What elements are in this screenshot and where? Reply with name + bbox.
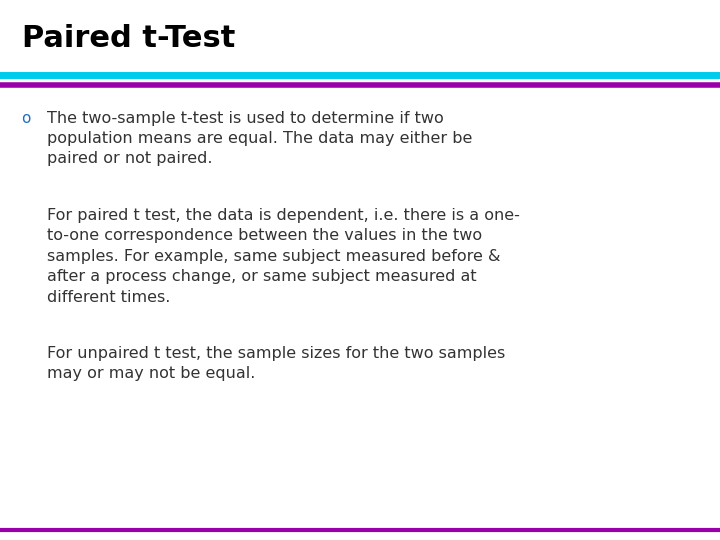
Text: The two-sample t-test is used to determine if two
population means are equal. Th: The two-sample t-test is used to determi… xyxy=(47,111,472,166)
Text: For paired t test, the data is dependent, i.e. there is a one-
to-one correspond: For paired t test, the data is dependent… xyxy=(47,208,520,305)
Text: For unpaired t test, the sample sizes for the two samples
may or may not be equa: For unpaired t test, the sample sizes fo… xyxy=(47,346,505,381)
Text: o: o xyxy=(22,111,31,126)
Text: Paired t-Test: Paired t-Test xyxy=(22,24,235,53)
